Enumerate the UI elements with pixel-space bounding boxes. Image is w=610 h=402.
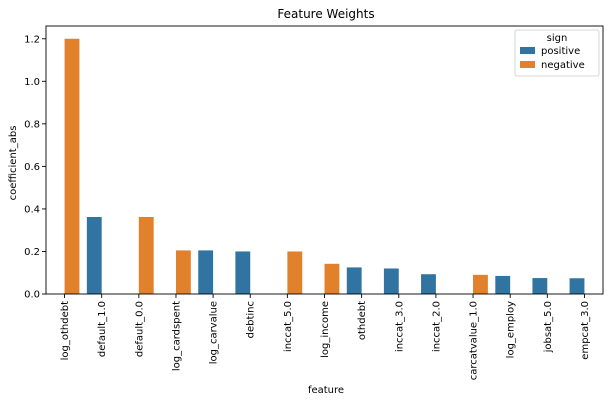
x-tick-label: inccat_3.0	[394, 301, 405, 352]
bar-positive-othdebt	[346, 267, 362, 294]
bar-positive-default_1.0	[86, 217, 102, 294]
x-tick-label: log_othdebt	[60, 301, 71, 360]
x-tick-label: log_carvalue	[209, 301, 220, 364]
x-tick-label: empcat_3.0	[580, 301, 591, 360]
legend-swatch-positive	[520, 47, 535, 54]
y-tick-label: 1.2	[24, 34, 40, 45]
bar-negative-log_income	[324, 263, 340, 294]
x-axis-label: feature	[308, 385, 344, 396]
y-axis-label: coefficient_abs	[8, 126, 19, 201]
y-tick-label: 0.6	[24, 162, 40, 173]
bar-negative-log_cardspent	[175, 250, 191, 294]
bar-positive-inccat_2.0	[421, 274, 436, 294]
x-tick-label: log_employ	[506, 301, 517, 358]
y-tick-label: 0.0	[24, 290, 40, 301]
legend-box	[514, 29, 600, 77]
x-tick-label: default_0.0	[134, 301, 145, 357]
chart-title: Feature Weights	[277, 7, 374, 21]
x-tick-label: jobsat_5.0	[543, 301, 554, 353]
bar-negative-log_othdebt	[64, 38, 80, 295]
bar-negative-default_0.0	[138, 217, 154, 294]
bar-positive-empcat_3.0	[569, 278, 585, 294]
x-tick-label: inccat_2.0	[431, 301, 442, 352]
bar-negative-carcatvalue_1.0	[473, 274, 488, 294]
legend-title: sign	[547, 33, 568, 44]
bar-positive-jobsat_5.0	[532, 278, 548, 294]
y-axis: 0.0 0.2 0.4 0.6 0.8 1.0 1.2	[24, 34, 46, 301]
x-tick-label: default_1.0	[97, 301, 108, 357]
x-tick-label: log_income	[320, 301, 331, 358]
x-tick-label: log_cardspent	[171, 301, 182, 371]
bar-positive-inccat_3.0	[383, 268, 399, 294]
x-tick-label: carcatvalue_1.0	[469, 301, 480, 380]
legend-label-positive: positive	[541, 46, 580, 57]
bars-layer	[64, 38, 585, 295]
x-tick-label: inccat_5.0	[283, 301, 294, 352]
legend-swatch-negative	[520, 61, 535, 68]
bar-positive-log_carvalue	[198, 250, 214, 294]
legend-label-negative: negative	[541, 60, 585, 71]
bar-positive-debtinc	[235, 251, 251, 294]
y-tick-label: 0.2	[24, 247, 40, 258]
y-tick-label: 1.0	[24, 77, 40, 88]
x-tick-label: othdebt	[357, 301, 368, 340]
legend: sign positive negative	[514, 29, 600, 77]
bar-positive-log_employ	[495, 275, 511, 294]
x-axis: log_othdebt default_1.0 default_0.0 log_car…	[60, 294, 591, 380]
y-tick-label: 0.4	[24, 204, 40, 215]
x-tick-label: debtinc	[246, 301, 257, 338]
y-tick-label: 0.8	[24, 119, 40, 130]
bar-negative-inccat_5.0	[287, 251, 303, 294]
plot-frame	[45, 25, 604, 295]
